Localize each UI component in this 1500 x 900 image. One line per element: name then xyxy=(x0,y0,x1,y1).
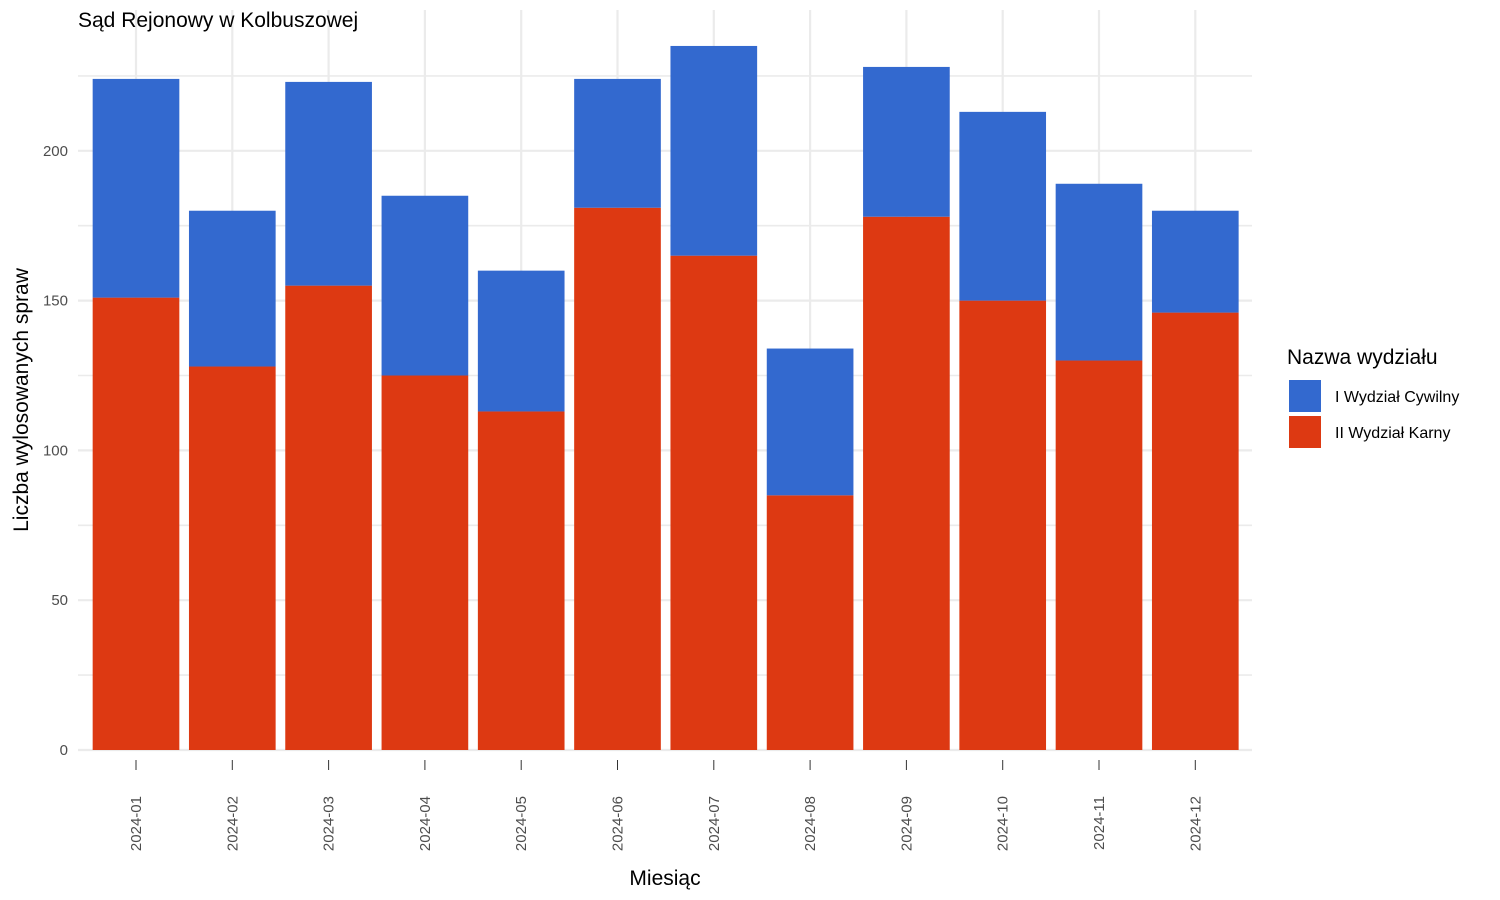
y-axis-ticks: 0 50 100 150 200 xyxy=(43,143,68,759)
bar-2024-06-cywilny xyxy=(574,78,661,208)
x-tick-label: 2024-03 xyxy=(321,796,338,851)
y-tick-label: 150 xyxy=(43,293,68,310)
y-tick-label: 100 xyxy=(43,442,68,459)
bar-2024-11-karny xyxy=(1055,360,1143,750)
y-axis-title: Liczba wylosowanych spraw xyxy=(10,267,33,532)
legend-label: I Wydział Cywilny xyxy=(1335,389,1459,406)
x-tick-label: 2024-08 xyxy=(802,796,819,851)
bar-2024-09-karny xyxy=(863,216,950,750)
y-tick-label: 200 xyxy=(43,143,68,160)
bar-2024-03-karny xyxy=(285,285,372,750)
x-tick-label: 2024-01 xyxy=(128,796,145,851)
bar-2024-07-karny xyxy=(670,255,758,750)
bar-2024-10-karny xyxy=(959,300,1047,750)
x-tick-label: 2024-10 xyxy=(995,796,1012,851)
bar-2024-04-karny xyxy=(381,375,469,750)
bar-2024-03-cywilny xyxy=(285,81,372,286)
bar-2024-05-cywilny xyxy=(477,270,565,412)
bar-2024-08-cywilny xyxy=(766,348,854,496)
bar-2024-08-karny xyxy=(766,495,854,750)
bar-2024-02-cywilny xyxy=(188,210,276,367)
x-tick-label: 2024-11 xyxy=(1091,796,1108,850)
bar-2024-01-karny xyxy=(92,297,180,750)
x-tick-label: 2024-09 xyxy=(898,796,915,851)
y-tick-label: 0 xyxy=(60,742,68,759)
bar-2024-01-cywilny xyxy=(92,78,180,298)
chart-title: Sąd Rejonowy w Kolbuszowej xyxy=(78,9,358,32)
bars xyxy=(92,45,1239,750)
x-tick-label: 2024-12 xyxy=(1187,796,1204,851)
bar-2024-09-cywilny xyxy=(863,66,950,217)
bar-2024-04-cywilny xyxy=(381,195,469,376)
bar-2024-12-karny xyxy=(1151,312,1239,750)
legend: Nazwa wydziału I Wydział Cywilny II Wydzi… xyxy=(1287,346,1459,449)
x-tick-label: 2024-06 xyxy=(610,796,627,851)
bar-2024-02-karny xyxy=(188,366,276,750)
legend-swatch xyxy=(1289,380,1321,412)
bar-2024-05-karny xyxy=(477,411,565,750)
x-tick-label: 2024-07 xyxy=(706,796,723,851)
x-tick-label: 2024-02 xyxy=(224,796,241,851)
bar-2024-07-cywilny xyxy=(670,45,758,256)
x-tick-label: 2024-04 xyxy=(417,796,434,851)
bar-2024-10-cywilny xyxy=(959,111,1047,301)
bar-2024-11-cywilny xyxy=(1055,183,1143,361)
legend-items: I Wydział Cywilny II Wydział Karny xyxy=(1288,379,1459,449)
x-axis-ticks: 2024-01 2024-02 2024-03 2024-04 2024-05 2024-… xyxy=(128,760,1204,851)
x-tick-label: 2024-05 xyxy=(513,796,530,851)
y-tick-label: 50 xyxy=(51,592,68,609)
legend-label: II Wydział Karny xyxy=(1335,425,1450,442)
bar-2024-06-karny xyxy=(574,207,661,750)
legend-title: Nazwa wydziału xyxy=(1287,346,1438,369)
bar-2024-12-cywilny xyxy=(1151,210,1239,313)
legend-swatch xyxy=(1289,416,1321,448)
x-axis-title: Miesiąc xyxy=(629,867,700,890)
